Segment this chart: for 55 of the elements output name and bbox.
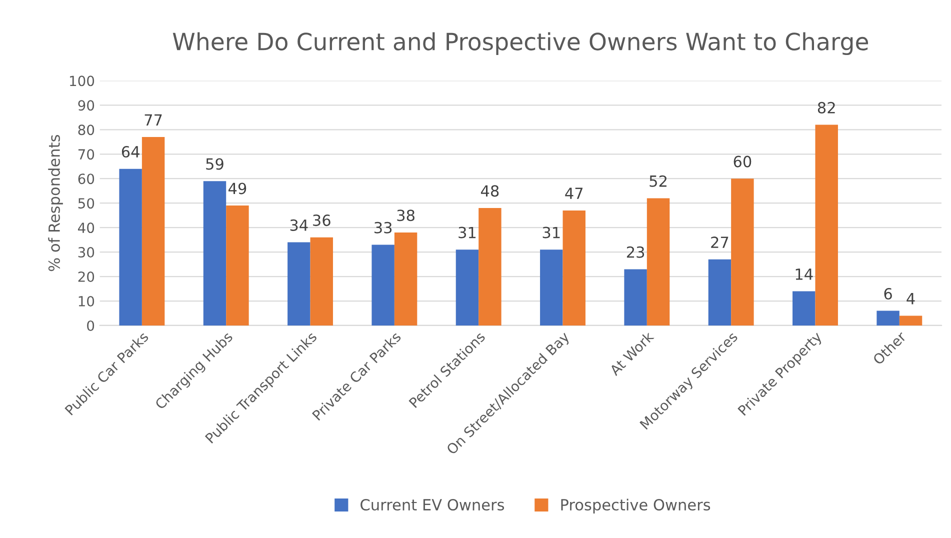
y-tick-label: 20 (78, 272, 94, 282)
y-tick-label: 30 (78, 247, 94, 258)
data-label: 77 (144, 114, 162, 126)
data-label: 82 (818, 102, 835, 114)
data-label: 47 (565, 188, 583, 199)
data-label: 14 (796, 268, 813, 280)
bar (792, 291, 816, 326)
data-label: 49 (228, 182, 246, 194)
bar (624, 269, 647, 326)
bar (226, 206, 249, 326)
bar (646, 198, 670, 326)
data-label: 60 (734, 156, 752, 168)
data-label: 48 (480, 185, 499, 197)
bar (876, 310, 900, 326)
data-label: 6 (884, 288, 892, 300)
data-label: 31 (458, 226, 476, 238)
bar (478, 208, 502, 326)
bar (288, 242, 310, 326)
bar (731, 178, 754, 326)
y-tick-label: 100 (70, 76, 94, 86)
y-tick-label: 70 (78, 149, 94, 160)
y-tick-label: 90 (78, 100, 94, 111)
bar (899, 316, 922, 326)
bar (540, 250, 563, 326)
data-label: 52 (650, 175, 666, 187)
bar (203, 181, 226, 326)
bar (310, 237, 333, 326)
data-label: 34 (290, 219, 308, 231)
y-tick-label: 0 (87, 320, 94, 331)
bar (372, 244, 394, 326)
y-tick-label: 50 (78, 198, 94, 209)
data-label: 64 (122, 146, 140, 158)
bar (142, 137, 165, 326)
y-tick-label: 60 (78, 174, 94, 184)
bar (562, 210, 586, 326)
chart-title: Where Do Current and Prospective Owners Want to Charge (172, 32, 868, 56)
y-tick-label: 10 (78, 296, 94, 306)
bar (708, 259, 732, 326)
data-label: 23 (626, 246, 644, 258)
bar (815, 124, 838, 326)
data-label: 33 (374, 222, 392, 234)
data-label: 31 (542, 226, 560, 238)
data-label: 59 (206, 158, 224, 170)
y-tick-label: 40 (78, 222, 94, 234)
bar (119, 168, 142, 326)
data-label: 38 (397, 210, 414, 222)
bar (456, 250, 479, 326)
y-tick-label: 80 (78, 124, 94, 136)
y-axis-title: % of Respondents (48, 134, 63, 272)
data-label: 27 (711, 236, 728, 248)
legend-label: Prospective Owners (561, 498, 710, 514)
data-label: 4 (906, 293, 915, 304)
bar (394, 232, 418, 326)
legend-label: Current EV Owners (360, 498, 504, 511)
data-label: 36 (313, 214, 330, 226)
